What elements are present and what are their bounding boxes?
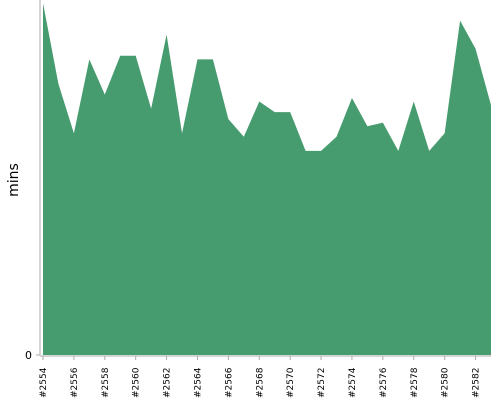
- x-tick-label: #2560: [132, 367, 142, 398]
- x-tick-label: #2582: [472, 368, 482, 398]
- x-tick-label: #2556: [70, 367, 80, 398]
- x-tick-label: #2578: [410, 367, 420, 398]
- y-axis-label: mins: [6, 163, 22, 197]
- x-tick-label: #2574: [348, 367, 358, 398]
- x-tick-label: #2566: [224, 367, 234, 398]
- area: [43, 3, 491, 355]
- x-tick-label: #2562: [163, 368, 173, 398]
- x-tick-label: #2568: [255, 367, 265, 398]
- x-tick-label: #2572: [317, 368, 327, 398]
- x-tick-label: #2554: [39, 367, 49, 398]
- y-tick-label: 0: [25, 349, 32, 362]
- x-tick-label: #2580: [441, 367, 451, 398]
- x-tick-label: #2564: [193, 367, 203, 398]
- x-tick-label: #2576: [379, 367, 389, 398]
- x-tick-label: #2558: [101, 367, 111, 398]
- x-tick-label: #2570: [286, 367, 296, 398]
